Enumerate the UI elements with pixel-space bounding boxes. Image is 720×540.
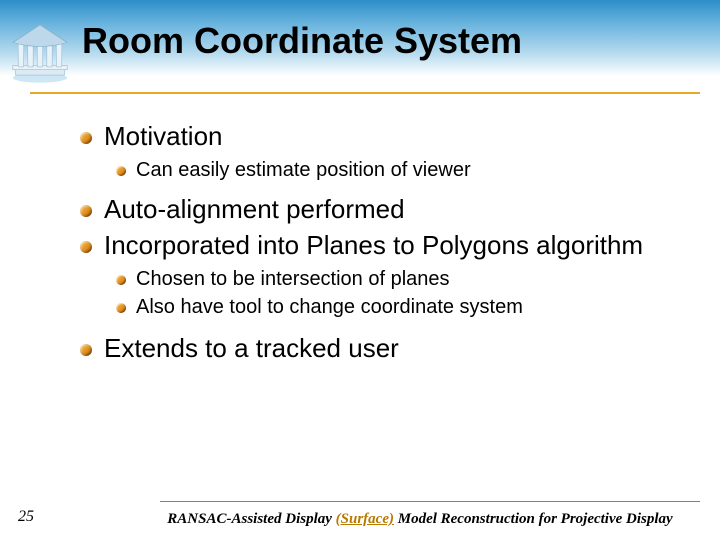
bullet-icon bbox=[80, 205, 92, 217]
slide-content: Motivation Can easily estimate position … bbox=[80, 120, 690, 368]
bullet-item: Chosen to be intersection of planes bbox=[116, 266, 690, 292]
bullet-item: Auto-alignment performed bbox=[80, 193, 690, 226]
slide-header: Room Coordinate System bbox=[0, 0, 720, 95]
bullet-item: Extends to a tracked user bbox=[80, 332, 690, 365]
footer-highlight: (Surface) bbox=[336, 511, 394, 527]
bullet-text: Auto-alignment performed bbox=[104, 193, 405, 226]
bullet-icon bbox=[80, 132, 92, 144]
bullet-text: Can easily estimate position of viewer bbox=[136, 157, 471, 183]
footer-post: Model Reconstruction for Projective Disp… bbox=[394, 511, 673, 527]
bullet-item: Can easily estimate position of viewer bbox=[116, 157, 690, 183]
bullet-text: Incorporated into Planes to Polygons alg… bbox=[104, 229, 643, 262]
logo-icon bbox=[6, 18, 74, 86]
bullet-item: Also have tool to change coordinate syst… bbox=[116, 294, 690, 320]
header-divider bbox=[30, 92, 700, 94]
bullet-icon bbox=[116, 275, 126, 285]
bullet-icon bbox=[80, 241, 92, 253]
footer-pre: RANSAC-Assisted Display bbox=[167, 511, 335, 527]
page-number: 25 bbox=[18, 508, 34, 526]
bullet-item: Motivation bbox=[80, 120, 690, 153]
slide-title: Room Coordinate System bbox=[82, 20, 522, 62]
footer-divider bbox=[160, 501, 700, 502]
bullet-icon bbox=[116, 303, 126, 313]
bullet-text: Chosen to be intersection of planes bbox=[136, 266, 450, 292]
bullet-icon bbox=[116, 166, 126, 176]
bullet-text: Also have tool to change coordinate syst… bbox=[136, 294, 523, 320]
bullet-icon bbox=[80, 344, 92, 356]
bullet-text: Motivation bbox=[104, 120, 223, 153]
bullet-item: Incorporated into Planes to Polygons alg… bbox=[80, 229, 690, 262]
bullet-text: Extends to a tracked user bbox=[104, 332, 399, 365]
footer-caption: RANSAC-Assisted Display (Surface) Model … bbox=[140, 511, 700, 528]
